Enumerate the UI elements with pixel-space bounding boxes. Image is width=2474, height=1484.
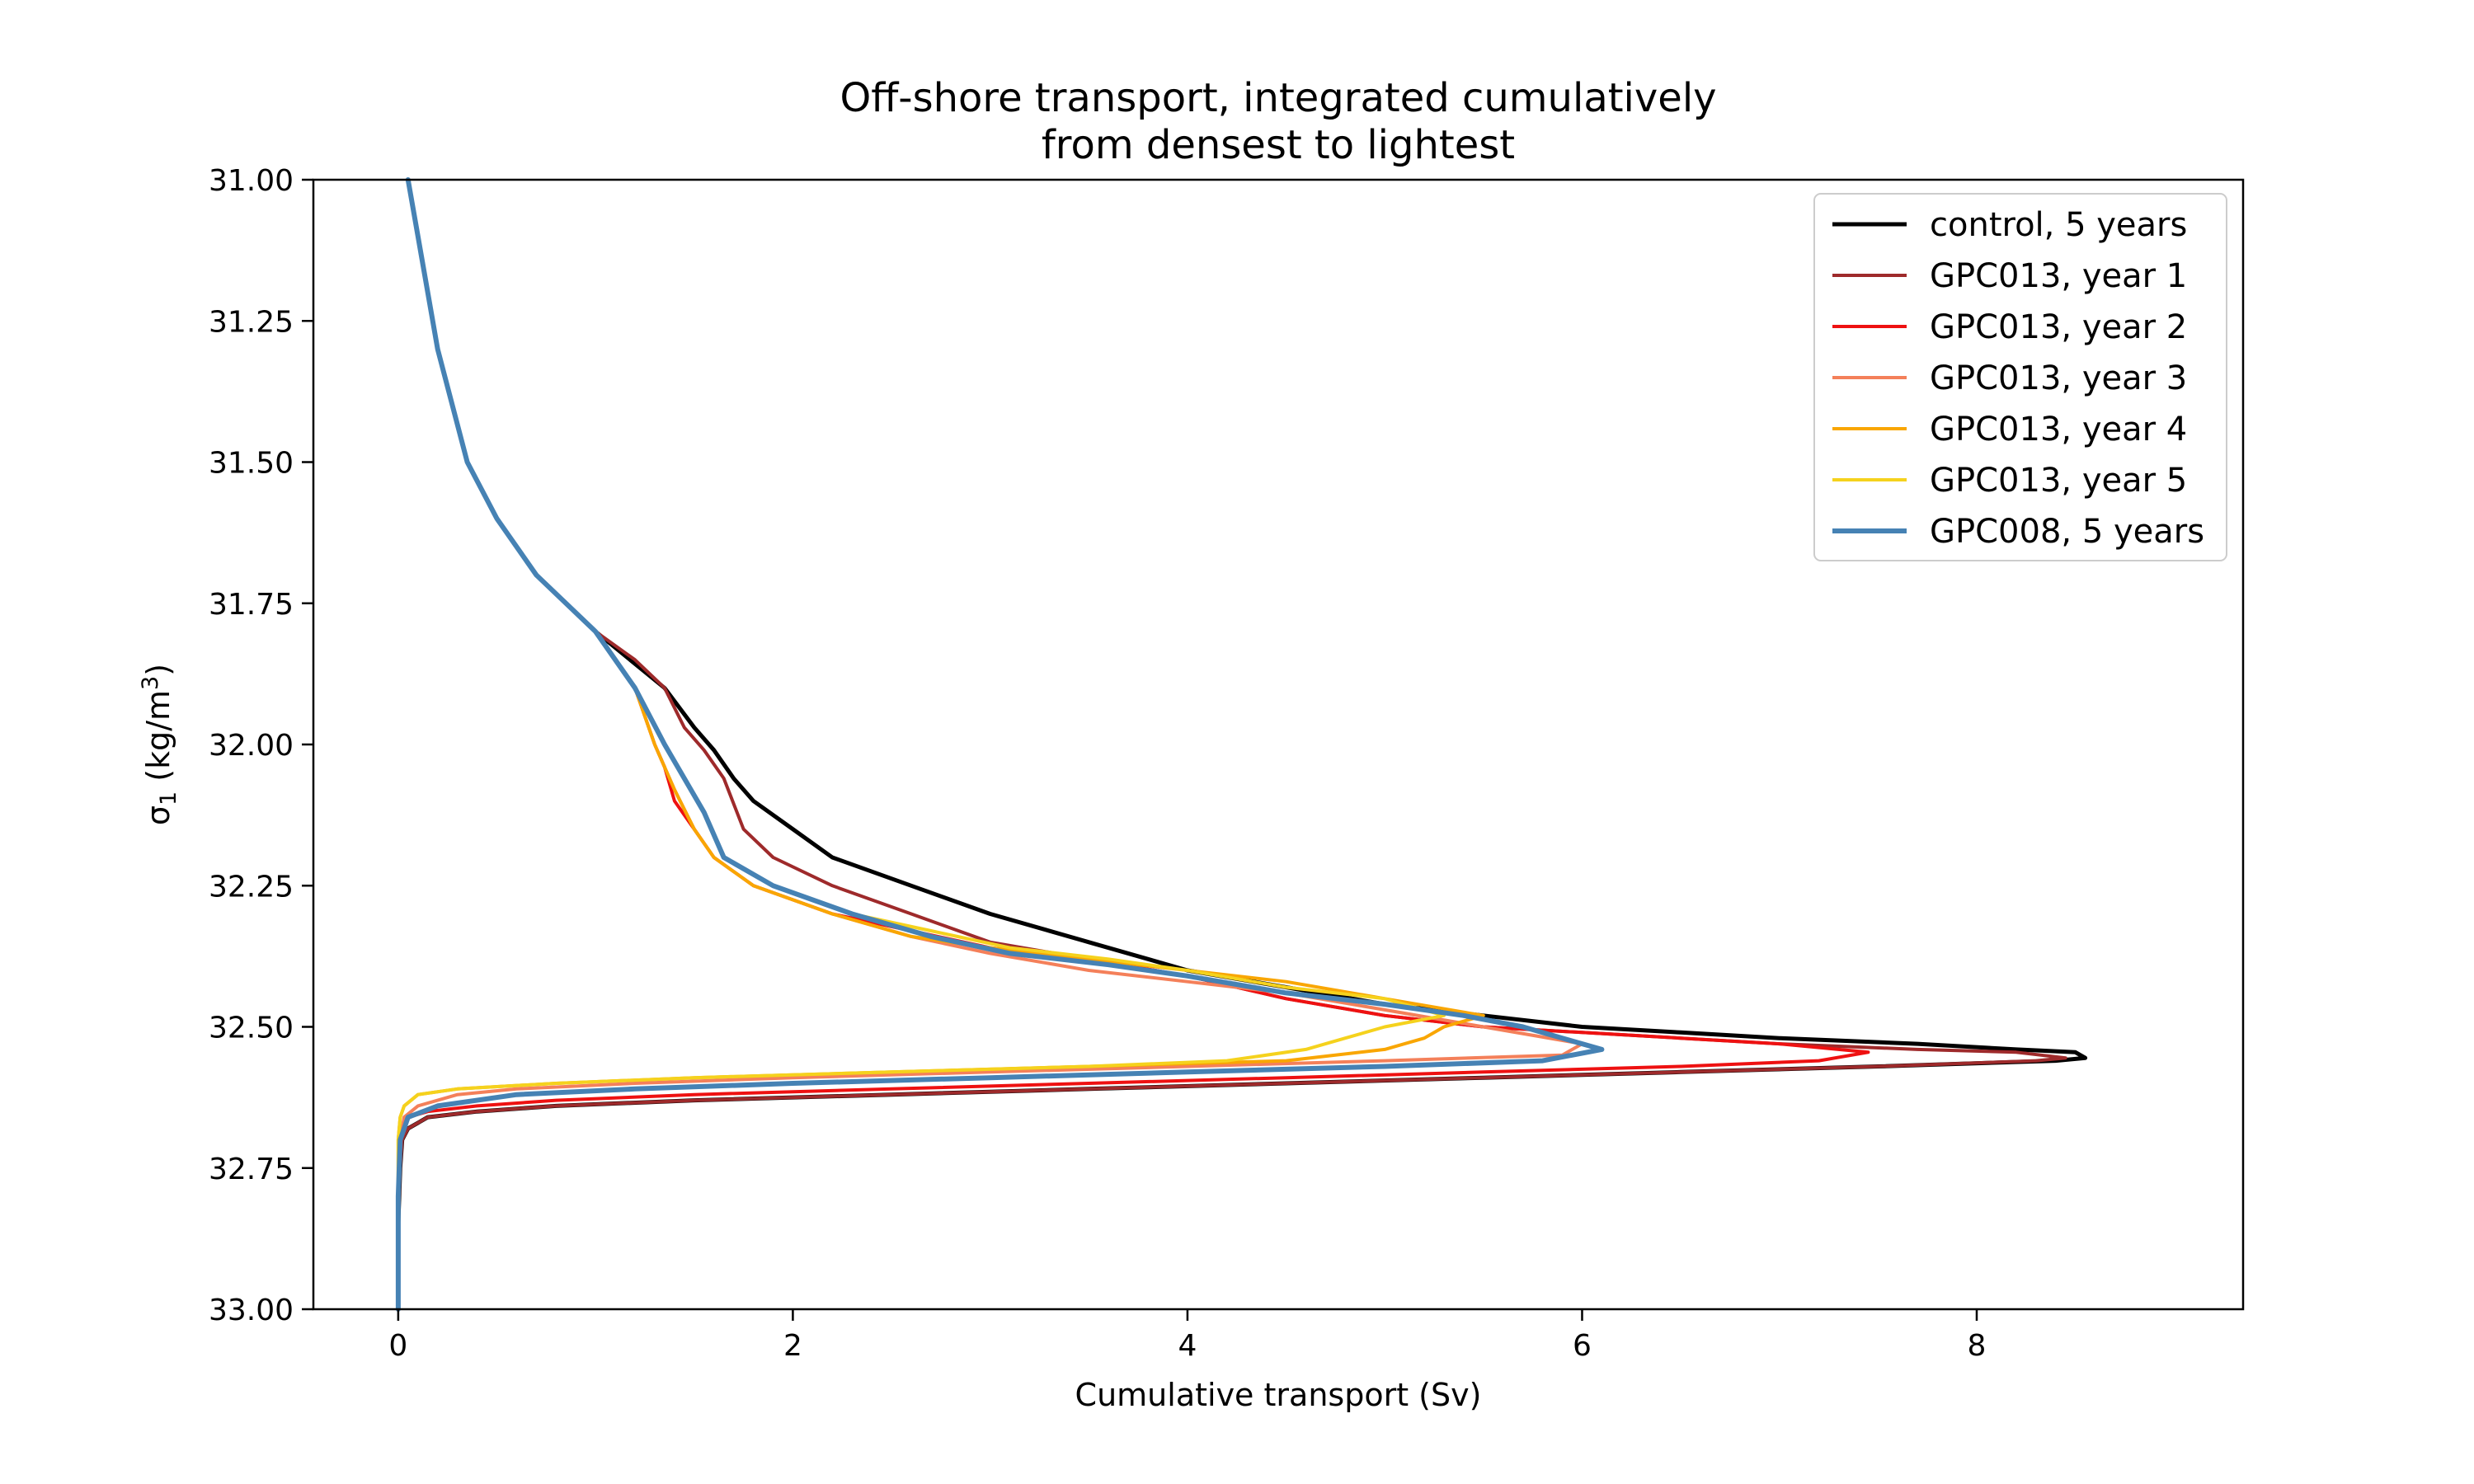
y-tick-label: 31.75 [209, 588, 294, 622]
y-axis-label-suffix: ) [140, 664, 176, 676]
y-axis: 31.00 31.25 31.50 31.75 32.00 32.25 32.50 32.75… [209, 164, 313, 1327]
y-tick-label: 32.25 [209, 870, 294, 904]
chart-title-line-1: Off-shore transport, integrated cumulati… [840, 75, 1716, 121]
x-tick-label: 6 [1573, 1329, 1592, 1363]
series-line-4 [396, 178, 1584, 1311]
series-layer [395, 177, 2088, 1312]
series-line-7 [395, 177, 1605, 1312]
x-axis-label: Cumulative transport (Sv) [1075, 1377, 1482, 1413]
y-tick-label: 33.00 [209, 1294, 294, 1327]
legend-label-3: GPC013, year 2 [1930, 308, 2187, 346]
y-axis-label-text: (kg/m [140, 690, 176, 791]
legend-label-2: GPC013, year 1 [1930, 257, 2187, 295]
y-tick-label: 32.50 [209, 1012, 294, 1045]
y-tick-label: 32.75 [209, 1153, 294, 1186]
x-tick-label: 2 [783, 1329, 802, 1363]
y-tick-label: 31.25 [209, 305, 294, 339]
x-tick-label: 0 [388, 1329, 407, 1363]
legend: control, 5 years GPC013, year 1 GPC013, ye… [1813, 193, 2227, 561]
legend-label-4: GPC013, year 3 [1930, 359, 2187, 397]
series-line-5 [396, 178, 1485, 1311]
legend-box [1813, 193, 2227, 561]
legend-label-6: GPC013, year 5 [1930, 462, 2187, 500]
legend-label-1: control, 5 years [1930, 206, 2187, 244]
x-tick-label: 8 [1968, 1329, 1987, 1363]
y-axis-label-symbol: σ [140, 805, 176, 825]
series-line-6 [396, 178, 1446, 1311]
chart-title-line-2: from densest to lightest [1042, 122, 1515, 168]
y-axis-label-subscript: 1 [156, 791, 181, 805]
y-axis-label: σ1 (kg/m3) [138, 664, 181, 825]
legend-label-5: GPC013, year 4 [1930, 411, 2187, 448]
series-line-3 [396, 178, 1870, 1311]
y-tick-label: 31.00 [209, 164, 294, 198]
y-axis-label-superscript: 3 [138, 676, 163, 690]
y-tick-label: 32.00 [209, 729, 294, 763]
x-axis: 0 2 4 6 8 [388, 1309, 1986, 1363]
y-tick-label: 31.50 [209, 447, 294, 481]
x-tick-label: 4 [1178, 1329, 1197, 1363]
legend-label-7: GPC008, 5 years [1930, 513, 2204, 551]
